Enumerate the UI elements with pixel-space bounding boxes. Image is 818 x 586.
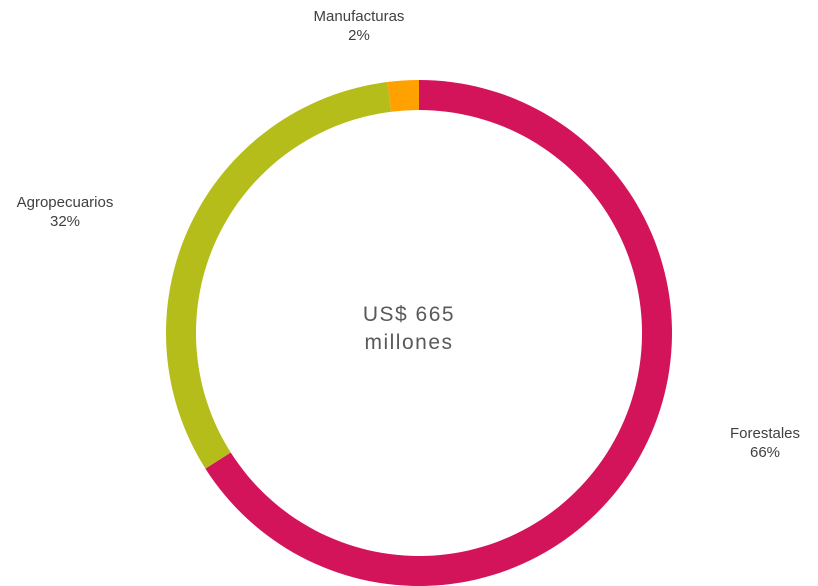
slice-label-agropecuarios: Agropecuarios 32% bbox=[0, 193, 130, 231]
slice-manufacturas bbox=[387, 80, 419, 112]
slice-name-forestales: Forestales bbox=[729, 425, 801, 442]
slice-agropecuarios bbox=[165, 81, 392, 469]
slice-label-forestales: Forestales 66% bbox=[710, 424, 818, 462]
slice-value-manufacturas: 2% bbox=[348, 27, 370, 44]
center-total-amount: US$ 665 bbox=[362, 303, 456, 326]
slice-name-manufacturas: Manufacturas bbox=[313, 8, 405, 25]
slice-label-manufacturas: Manufacturas 2% bbox=[299, 7, 419, 45]
center-total-unit: millones bbox=[364, 331, 454, 354]
slice-name-agropecuarios: Agropecuarios bbox=[16, 194, 114, 211]
donut-center-total: US$ 665 millones bbox=[309, 301, 509, 357]
slice-value-forestales: 66% bbox=[749, 444, 781, 461]
slice-value-agropecuarios: 32% bbox=[49, 213, 81, 230]
